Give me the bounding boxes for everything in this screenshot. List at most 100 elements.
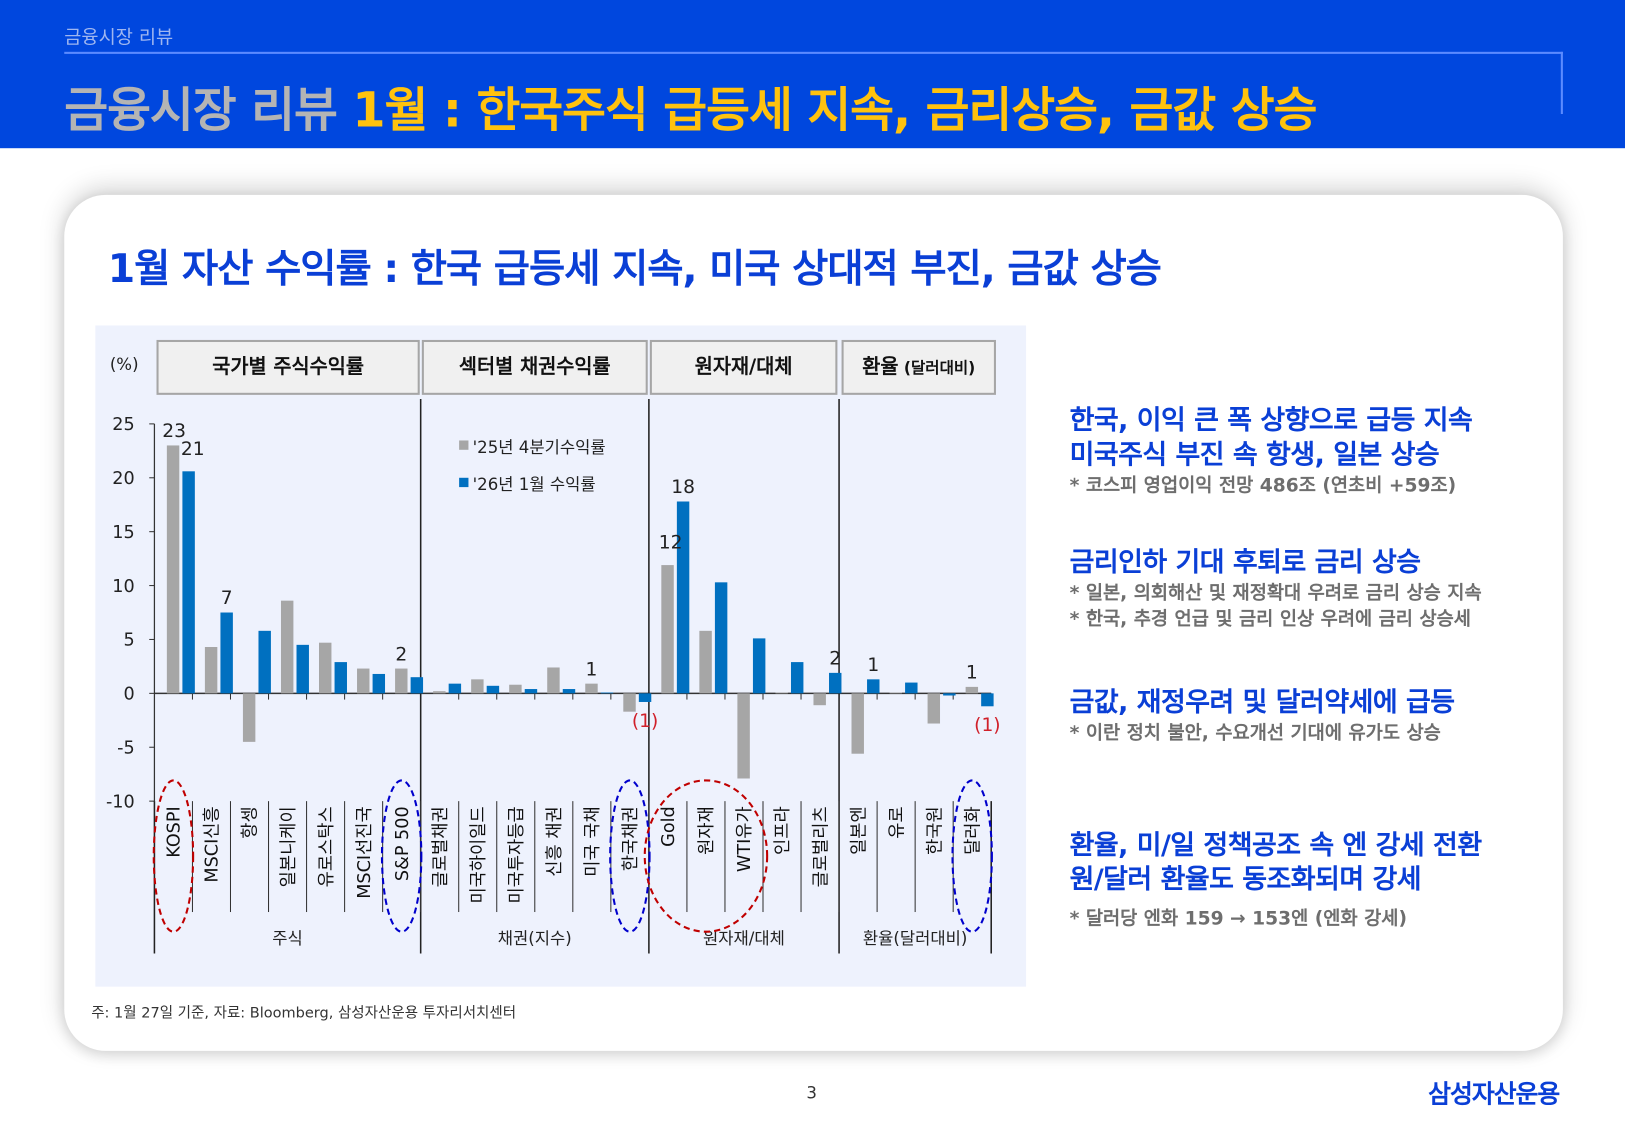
bar-q4-2025: [357, 668, 370, 694]
y-tick-label: 20: [112, 469, 134, 489]
category-label: Gold: [659, 806, 679, 847]
category-label: 원자재: [697, 806, 717, 855]
bar-jan-2026: [486, 685, 500, 694]
category-label: 신흥 채권: [545, 806, 565, 876]
bar-q4-2025: [699, 630, 712, 694]
bar-jan-2026: [829, 672, 842, 694]
highlight-ellipse: [643, 779, 769, 933]
category-label: 항셍: [241, 806, 261, 838]
data-label: 1: [586, 659, 598, 680]
category-label: 일본니케이: [279, 806, 299, 887]
bar-q4-2025: [927, 693, 941, 724]
bar-q4-2025: [623, 693, 636, 712]
group-header-box: [649, 339, 838, 395]
bar-q4-2025: [775, 692, 788, 694]
commentary-heading: 환율, 미/일 정책공조 속 엔 강세 전환: [1069, 830, 1483, 862]
bar-q4-2025: [889, 692, 902, 694]
data-label: 23: [162, 421, 186, 442]
commentary-heading: 금값, 재정우려 및 달러약세에 급등: [1069, 687, 1456, 719]
commentary-note: * 코스피 영업이익 전망 486조 (연초비 +59조): [1069, 474, 1457, 497]
bar-q4-2025: [813, 693, 826, 706]
bar-jan-2026: [905, 682, 918, 694]
bar-q4-2025: [965, 686, 979, 694]
bar-q4-2025: [509, 684, 522, 694]
category-label: 미국 국채: [583, 806, 603, 876]
category-label: 미국투자등급: [507, 806, 527, 903]
data-label: 2: [395, 644, 407, 665]
commentary-note: * 달러당 엔화 159 → 153엔 (엔화 강세): [1069, 907, 1407, 930]
category-label: 글로벌채권: [431, 806, 451, 887]
commentary-block: 금값, 재정우려 및 달러약세에 급등 * 이란 정치 불안, 수요개선 기대에 …: [1069, 686, 1456, 746]
category-label: KOSPI: [165, 806, 185, 857]
bar-jan-2026: [524, 689, 538, 694]
commentary-heading: 미국주식 부진 속 항생, 일본 상승: [1069, 439, 1440, 471]
highlight-ellipse: [951, 779, 993, 933]
legend-swatch: [459, 440, 469, 450]
data-label: 7: [221, 588, 233, 609]
commentary-heading: 한국, 이익 큰 폭 상향으로 급등 지속: [1069, 405, 1473, 437]
bar-q4-2025: [280, 600, 294, 694]
bar-jan-2026: [372, 673, 386, 694]
commentary-block: 한국, 이익 큰 폭 상향으로 급등 지속 미국주식 부진 속 항생, 일본 상승…: [1070, 404, 1473, 498]
legend-label: '26년 1월 수익률: [473, 475, 596, 494]
commentary-block: 금리인하 기대 후퇴로 금리 상승 * 일본, 의회해산 및 재정확대 우려로 금…: [1070, 546, 1482, 632]
y-tick-label: 10: [112, 577, 134, 597]
category-label: MSCI선진국: [355, 806, 375, 898]
bar-q4-2025: [395, 668, 408, 694]
bar-jan-2026: [867, 679, 880, 694]
category-label: 미국하이일드: [469, 806, 489, 903]
data-label: 2: [829, 649, 841, 670]
divider: [1560, 51, 1563, 115]
y-tick-label: -10: [106, 792, 135, 812]
highlight-ellipse: [152, 779, 195, 933]
bar-q4-2025: [204, 647, 218, 694]
bar-q4-2025: [471, 679, 484, 694]
y-tick-label: 15: [112, 523, 134, 543]
commentary-heading: 금리인하 기대 후퇴로 금리 상승: [1069, 547, 1422, 579]
y-tick-label: -5: [117, 738, 135, 758]
group-label: 환율(달러대비): [863, 929, 967, 948]
commentary-heading: 원/달러 환율도 동조화되며 강세: [1069, 864, 1422, 896]
legend-label: '25년 4분기수익률: [473, 438, 606, 457]
group-header-label: 원자재/대체: [695, 355, 793, 378]
bar-jan-2026: [600, 692, 614, 694]
data-label: (1): [974, 715, 1000, 736]
legend-swatch: [459, 477, 469, 488]
highlight-ellipse: [609, 779, 651, 933]
bar-jan-2026: [296, 644, 309, 694]
data-label: (1): [632, 711, 658, 732]
group-label: 채권(지수): [498, 929, 572, 948]
y-tick-label: 0: [124, 685, 135, 705]
group-header-box: [841, 339, 996, 395]
divider: [64, 51, 1563, 54]
y-tick-label: 5: [124, 631, 135, 651]
group-label: 원자재/대체: [703, 929, 785, 948]
bar-jan-2026: [220, 612, 233, 694]
category-label: WTI유가: [735, 806, 755, 872]
bar-jan-2026: [334, 662, 347, 694]
y-tick-label: 25: [112, 415, 134, 435]
page-number: 3: [806, 1083, 817, 1103]
bar-jan-2026: [714, 582, 728, 694]
group-header-label: 국가별 주식수익률: [212, 355, 364, 378]
category-label: 한국채권: [621, 806, 641, 871]
header-bar: 금융시장 리뷰 금융시장 리뷰 1월 : 한국주식 급등세 지속, 금리상승, …: [0, 0, 1625, 149]
category-label: 한국원: [925, 806, 945, 855]
bar-q4-2025: [166, 445, 180, 694]
bar-jan-2026: [676, 501, 690, 694]
bar-q4-2025: [851, 693, 864, 754]
category-label: 글로벌리츠: [811, 806, 831, 887]
group-header-label: 섹터별 채권수익률: [459, 355, 611, 378]
data-label: 18: [671, 477, 695, 498]
bar-q4-2025: [433, 691, 446, 694]
title-prefix: 금융시장 리뷰: [64, 81, 338, 138]
group-label: 주식: [272, 929, 303, 948]
bar-jan-2026: [448, 683, 462, 694]
bar-q4-2025: [242, 693, 256, 742]
category-label: S&P 500: [393, 806, 413, 881]
page-title: 금융시장 리뷰 1월 : 한국주식 급등세 지속, 금리상승, 금값 상승: [64, 73, 1317, 141]
unit-label: (%): [110, 355, 139, 374]
bar-q4-2025: [319, 642, 332, 694]
bar-q4-2025: [585, 683, 598, 694]
